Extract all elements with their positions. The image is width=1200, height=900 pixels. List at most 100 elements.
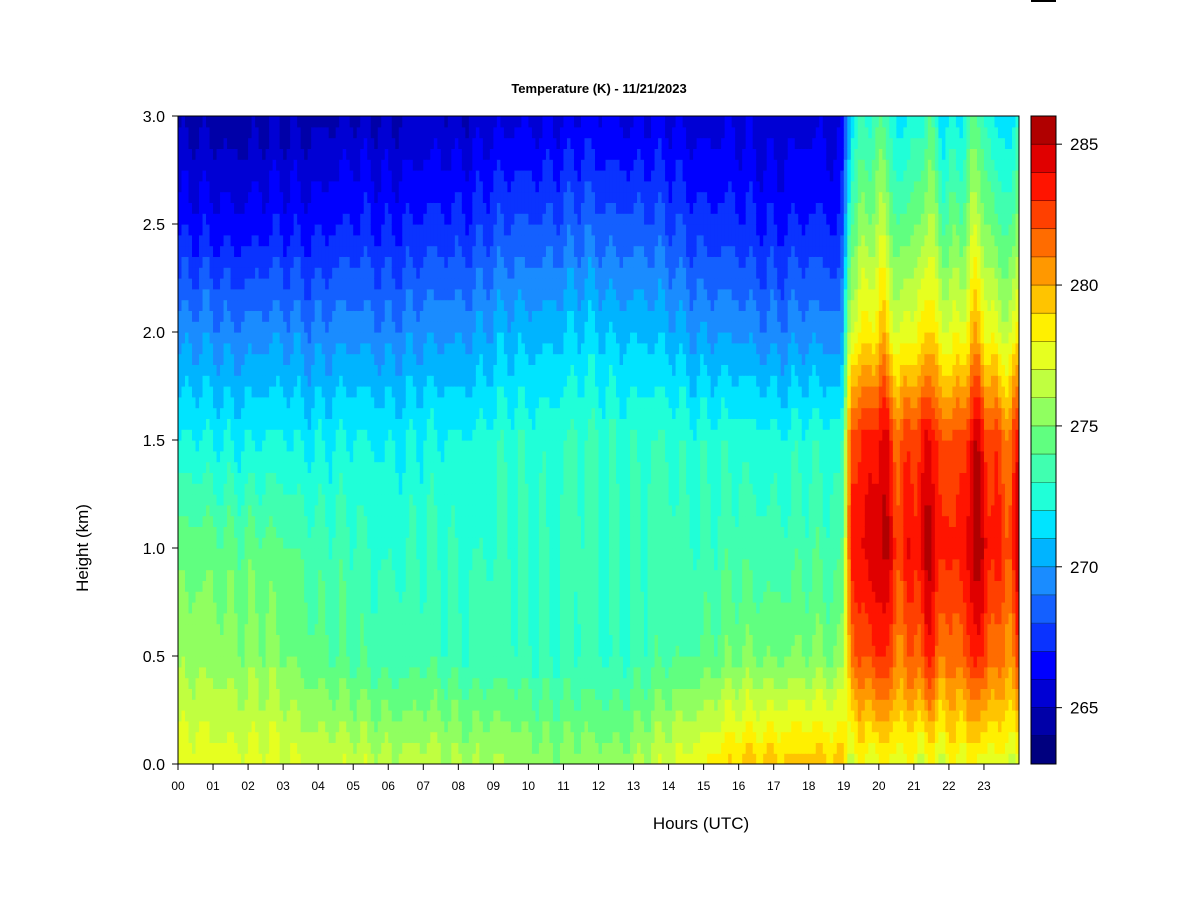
heatmap-cell	[206, 461, 211, 473]
heatmap-cell	[258, 375, 263, 387]
heatmap-cell	[258, 612, 263, 625]
heatmap-cell	[220, 386, 225, 398]
heatmap-cell	[318, 634, 323, 646]
heatmap-cell	[293, 332, 298, 344]
heatmap-cell	[283, 224, 288, 236]
heatmap-cell	[360, 224, 365, 236]
heatmap-cell	[374, 515, 379, 527]
heatmap-cell	[248, 267, 253, 279]
heatmap-cell	[412, 299, 417, 311]
heatmap-cell	[188, 191, 193, 203]
heatmap-cell	[188, 342, 193, 355]
heatmap-cell	[178, 116, 183, 128]
heatmap-cell	[388, 224, 393, 236]
heatmap-cell	[220, 526, 225, 538]
heatmap-cell	[181, 256, 186, 268]
heatmap-cell	[454, 742, 459, 754]
heatmap-cell	[272, 213, 277, 225]
heatmap-cell	[258, 386, 263, 398]
heatmap-cell	[213, 472, 218, 484]
heatmap-cell	[377, 396, 382, 409]
heatmap-cell	[402, 645, 407, 657]
heatmap-cell	[220, 342, 225, 355]
heatmap-cell	[276, 558, 281, 571]
heatmap-cell	[255, 375, 260, 387]
heatmap-cell	[209, 710, 214, 722]
heatmap-cell	[318, 666, 323, 679]
heatmap-cell	[258, 234, 263, 247]
heatmap-cell	[412, 418, 417, 430]
heatmap-cell	[367, 472, 372, 484]
heatmap-cell	[314, 526, 319, 538]
heatmap-cell	[209, 569, 214, 581]
heatmap-cell	[454, 159, 459, 171]
heatmap-cell	[244, 245, 249, 257]
heatmap-cell	[304, 623, 309, 635]
heatmap-cell	[377, 375, 382, 387]
heatmap-cell	[321, 666, 326, 679]
heatmap-cell	[255, 299, 260, 311]
heatmap-cell	[458, 515, 463, 527]
heatmap-cell	[465, 267, 470, 279]
heatmap-cell	[286, 645, 291, 657]
heatmap-cell	[269, 623, 274, 635]
heatmap-cell	[227, 407, 232, 419]
heatmap-cell	[433, 742, 438, 754]
heatmap-cell	[409, 450, 414, 463]
heatmap-cell	[356, 126, 361, 139]
heatmap-cell	[258, 677, 263, 689]
heatmap-cell	[461, 234, 466, 247]
heatmap-cell	[339, 623, 344, 635]
heatmap-cell	[451, 580, 456, 592]
heatmap-cell	[300, 180, 305, 193]
heatmap-cell	[216, 278, 221, 290]
heatmap-cell	[370, 364, 375, 376]
heatmap-cell	[234, 407, 239, 419]
heatmap-cell	[269, 396, 274, 409]
heatmap-cell	[416, 602, 421, 614]
heatmap-cell	[381, 429, 386, 441]
heatmap-cell	[237, 234, 242, 247]
heatmap-cell	[195, 267, 200, 279]
heatmap-cell	[395, 461, 400, 473]
heatmap-cell	[255, 645, 260, 657]
heatmap-cell	[234, 461, 239, 473]
heatmap-cell	[297, 267, 302, 279]
heatmap-cell	[353, 299, 358, 311]
heatmap-cell	[465, 407, 470, 419]
heatmap-cell	[465, 278, 470, 290]
heatmap-cell	[363, 278, 368, 290]
heatmap-cell	[419, 602, 424, 614]
heatmap-cell	[185, 364, 190, 376]
heatmap-cell	[398, 321, 403, 333]
heatmap-cell	[230, 364, 235, 376]
heatmap-cell	[283, 278, 288, 290]
heatmap-cell	[444, 602, 449, 614]
heatmap-cell	[405, 278, 410, 290]
heatmap-cell	[255, 245, 260, 257]
heatmap-cell	[199, 504, 204, 517]
heatmap-cell	[262, 116, 267, 128]
heatmap-cell	[367, 656, 372, 668]
heatmap-cell	[293, 148, 298, 160]
heatmap-cell	[192, 180, 197, 193]
heatmap-cell	[318, 137, 323, 149]
heatmap-cell	[458, 720, 463, 733]
heatmap-cell	[388, 148, 393, 160]
heatmap-cell	[353, 504, 358, 517]
heatmap-cell	[363, 623, 368, 635]
heatmap-cell	[346, 278, 351, 290]
heatmap-cell	[388, 699, 393, 711]
heatmap-cell	[265, 191, 270, 203]
heatmap-cell	[405, 504, 410, 517]
heatmap-cell	[335, 202, 340, 214]
heatmap-cell	[433, 148, 438, 160]
heatmap-cell	[185, 440, 190, 452]
heatmap-cell	[307, 116, 312, 128]
heatmap-cell	[286, 742, 291, 754]
heatmap-cell	[325, 591, 330, 603]
heatmap-cell	[223, 191, 228, 203]
heatmap-cell	[307, 267, 312, 279]
heatmap-cell	[234, 159, 239, 171]
heatmap-cell	[181, 742, 186, 754]
